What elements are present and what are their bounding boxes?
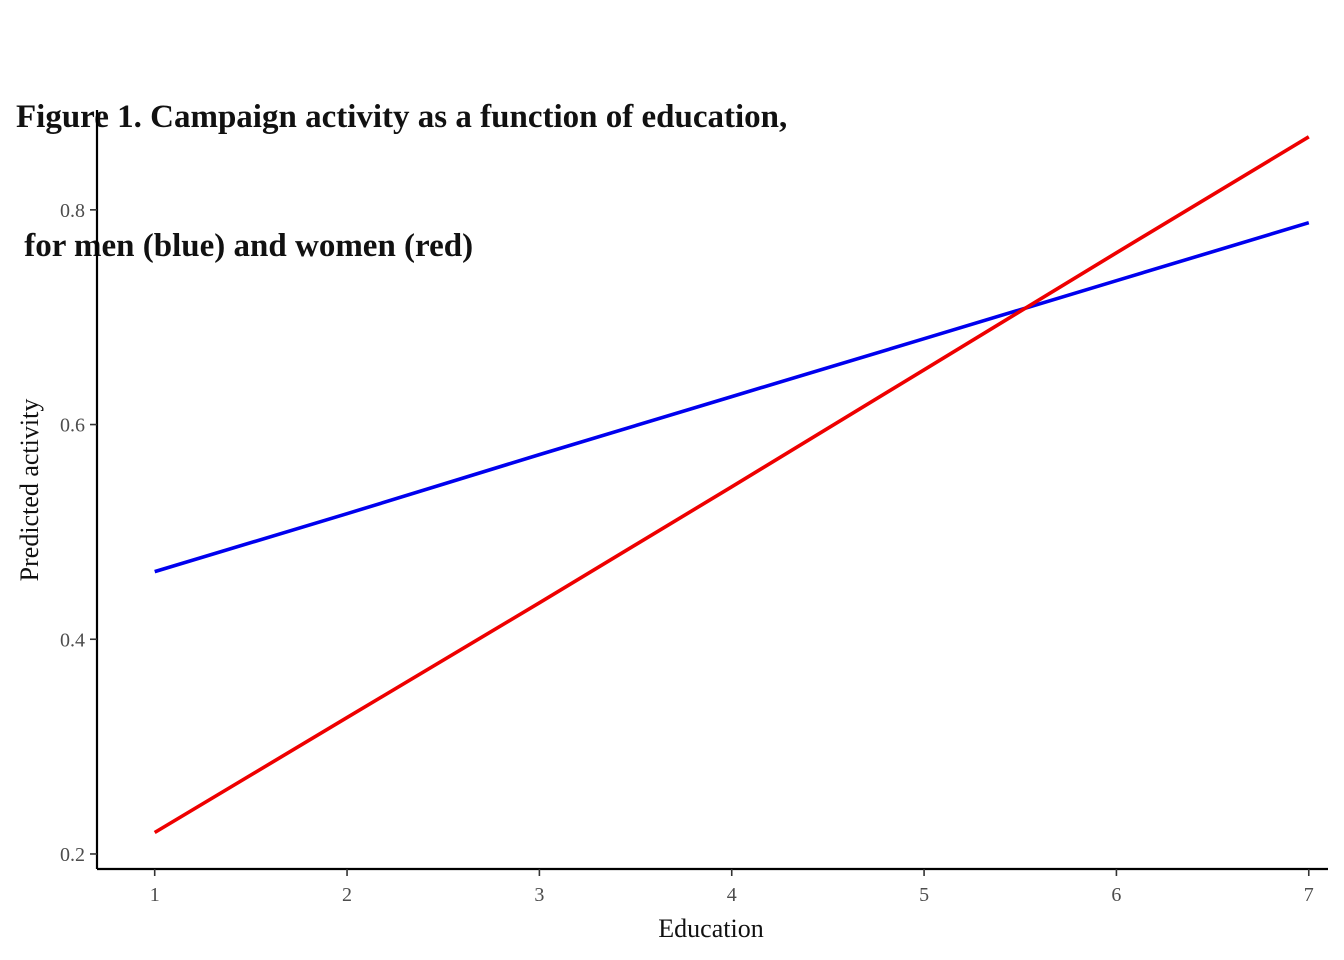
chart-title: Figure 1. Campaign activity as a functio… [16, 10, 787, 311]
x-tick-label: 1 [150, 884, 160, 906]
y-tick-label: 0.4 [60, 629, 85, 651]
axes: 1 2 3 4 5 6 7 0.2 0.4 0.6 0.8 [60, 110, 1328, 906]
x-tick-label: 2 [342, 884, 352, 906]
series-line-2 [153, 135, 1310, 835]
series-layer [153, 135, 1310, 835]
chart-title-line-1: Figure 1. Campaign activity as a functio… [16, 99, 788, 135]
x-tick-label: 3 [534, 884, 544, 906]
x-tick-label: 7 [1304, 884, 1314, 906]
y-axis-title: Predicted activity [15, 399, 44, 582]
y-tick-label: 0.2 [60, 844, 85, 866]
x-tick-label: 5 [919, 884, 929, 906]
series-line-1 [154, 220, 1310, 574]
x-tick-label: 4 [727, 884, 737, 906]
y-tick-label: 0.6 [60, 415, 85, 437]
x-axis-title: Education [658, 914, 763, 943]
chart-title-line-2: for men (blue) and women (red) [16, 228, 474, 264]
x-tick-label: 6 [1111, 884, 1121, 906]
y-tick-label: 0.8 [60, 200, 85, 222]
